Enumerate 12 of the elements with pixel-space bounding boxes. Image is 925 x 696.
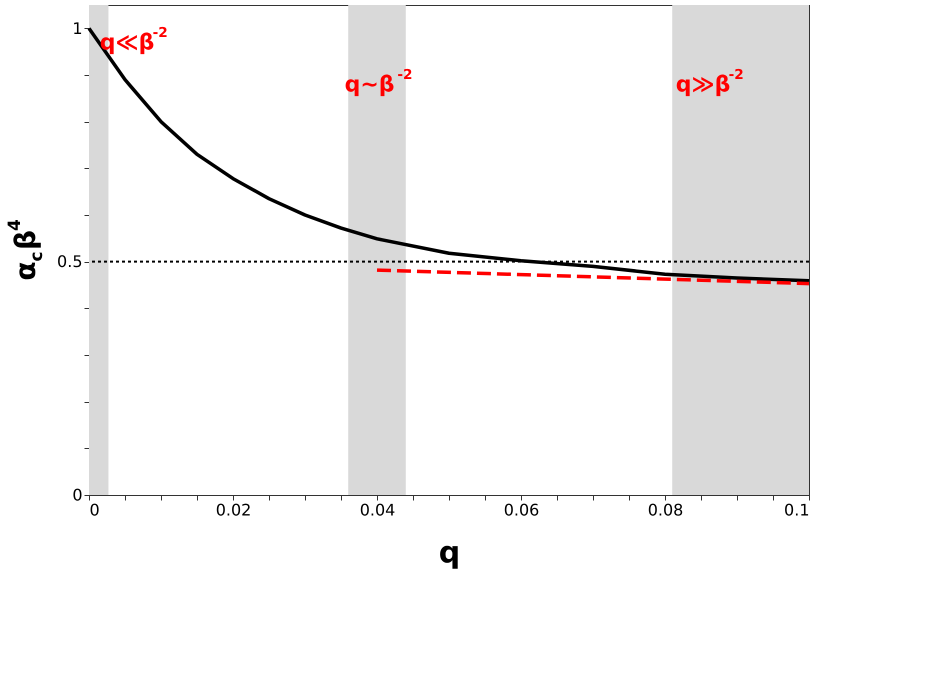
x-tick-label: 0.04	[360, 500, 396, 520]
y-axis-title: αcβ4	[5, 218, 47, 281]
y-tick-label: 1	[72, 18, 82, 38]
x-axis-title: q	[438, 536, 460, 570]
line-series	[87, 26, 811, 283]
x-tick-label: 0.08	[648, 500, 684, 520]
y-tick-label: 0	[72, 486, 82, 504]
x-tick-label: 0.06	[504, 500, 540, 520]
y-tick-label: 0.5	[57, 252, 82, 272]
x-tick-label: 0.1	[784, 500, 810, 520]
x-tick-label: 0.02	[216, 500, 252, 520]
x-tick-label: 0	[90, 500, 100, 520]
